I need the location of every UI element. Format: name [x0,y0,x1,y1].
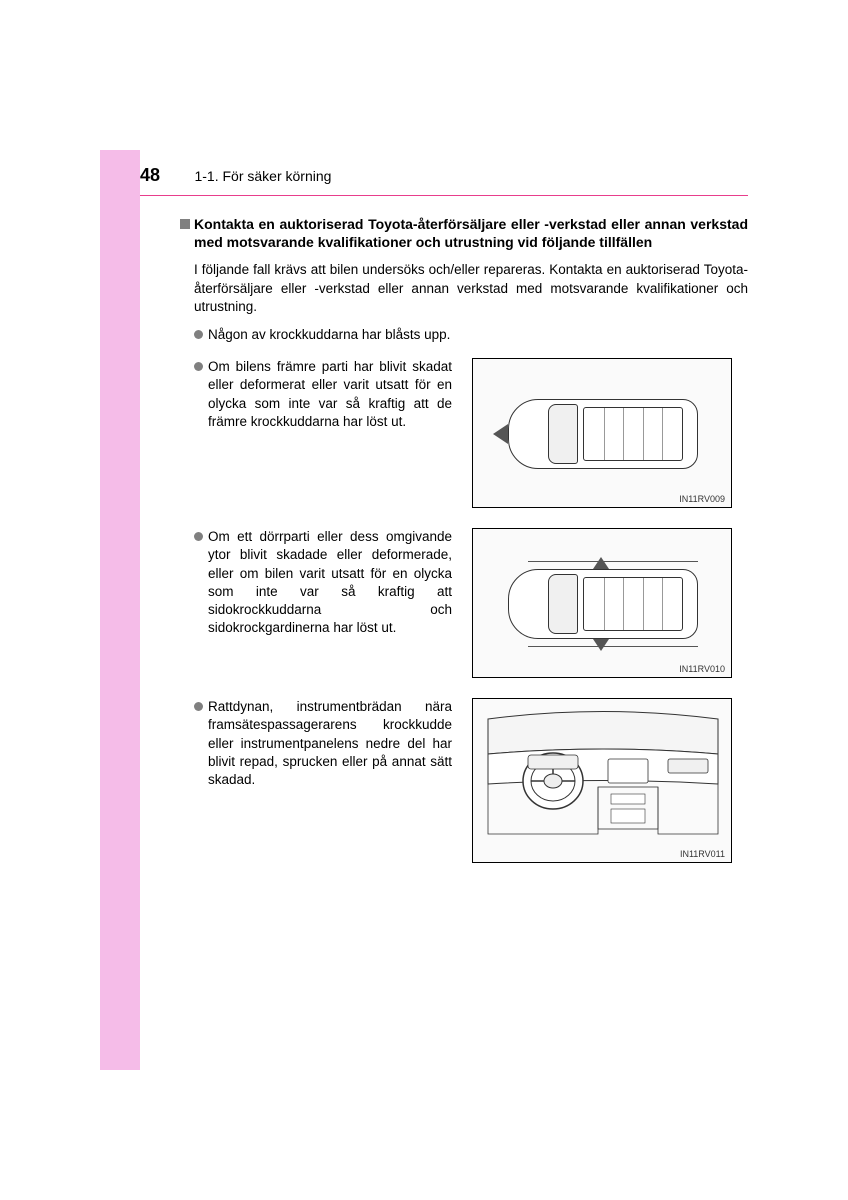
item-text: Om bilens främre parti har blivit skadat… [208,358,452,431]
content-item: Om ett dörrparti eller dess omgivande yt… [194,528,748,678]
arrow-side-icon [593,639,609,651]
circle-bullet-icon [194,330,203,339]
figure-id: IN11RV010 [679,664,725,674]
figure-id: IN11RV011 [680,849,725,859]
content-item: Rattdynan, instrumentbrädan nära framsät… [194,698,748,863]
item-text: Om ett dörrparti eller dess omgivande yt… [208,528,452,637]
item-text-column: Om ett dörrparti eller dess omgivande yt… [194,528,452,637]
arrow-side-icon [593,557,609,569]
item-figure-column: IN11RV010 [472,528,732,678]
content-heading: Kontakta en auktoriserad Toyota-återförs… [180,215,748,251]
item-text-column: Rattdynan, instrumentbrädan nära framsät… [194,698,452,789]
header-divider [140,195,748,196]
intro-paragraph: I följande fall krävs att bilen undersök… [194,261,748,316]
manual-page: 48 1-1. För säker körning Kontakta en au… [0,0,848,1200]
bullet-item-simple: Någon av krockkuddarna har blåsts upp. [194,326,748,344]
heading-text: Kontakta en auktoriserad Toyota-återförs… [194,215,748,251]
car-top-view-icon [498,389,708,479]
figure-id: IN11RV009 [679,494,725,504]
item-figure-column: IN11RV009 [472,358,732,508]
circle-bullet-icon [194,532,203,541]
item-text-column: Om bilens främre parti har blivit skadat… [194,358,452,431]
arrow-front-icon [493,424,508,444]
content-item: Om bilens främre parti har blivit skadat… [194,358,748,508]
circle-bullet-icon [194,702,203,711]
item-figure-column: IN11RV011 [472,698,732,863]
section-label: 1-1. För säker körning [194,168,331,184]
left-color-bar [100,150,140,1070]
figure-side-impact: IN11RV010 [472,528,732,678]
circle-bullet-icon [194,362,203,371]
page-content: Kontakta en auktoriserad Toyota-återförs… [180,215,748,883]
page-header: 48 1-1. För säker körning [140,165,748,186]
square-bullet-icon [180,219,190,229]
car-top-view-icon [498,559,708,649]
dashboard-interior-icon [483,709,723,839]
figure-front-impact: IN11RV009 [472,358,732,508]
page-number: 48 [140,165,160,186]
bullet-text: Någon av krockkuddarna har blåsts upp. [208,326,450,344]
figure-dashboard: IN11RV011 [472,698,732,863]
item-text: Rattdynan, instrumentbrädan nära framsät… [208,698,452,789]
